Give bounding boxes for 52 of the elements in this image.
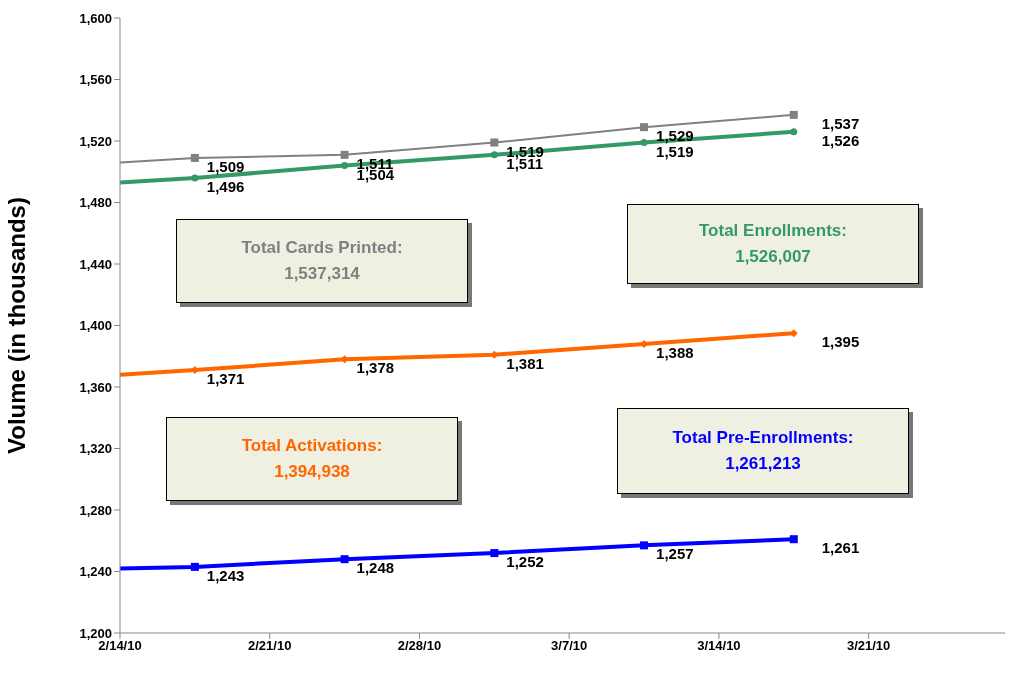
data-label: 1,378 xyxy=(356,359,395,377)
x-tick-label: 2/21/10 xyxy=(248,638,292,654)
point xyxy=(640,139,648,147)
y-tick-label: 1,240 xyxy=(79,564,112,580)
point xyxy=(341,162,349,170)
y-tick-label: 1,560 xyxy=(79,72,112,88)
point xyxy=(490,549,499,558)
y-tick-label: 1,200 xyxy=(79,625,112,641)
data-label: 1,252 xyxy=(506,553,544,571)
point xyxy=(490,138,499,147)
annotation: Total Pre-Enrollments: 1,261,213 xyxy=(672,427,854,475)
point xyxy=(789,535,798,544)
data-label: 1,395 xyxy=(821,333,860,351)
data-label: 1,248 xyxy=(356,559,395,577)
point xyxy=(640,123,649,132)
point xyxy=(190,562,199,571)
y-tick-label: 1,320 xyxy=(79,441,112,457)
x-tick-label: 3/14/10 xyxy=(697,638,741,654)
data-label: 1,388 xyxy=(656,343,694,361)
annotation: Total Enrollments: 1,526,007 xyxy=(699,220,847,268)
data-label: 1,511 xyxy=(356,154,394,172)
data-label: 1,509 xyxy=(206,157,245,175)
x-tick-label: 3/21/10 xyxy=(846,638,891,654)
data-label: 1,257 xyxy=(656,545,694,563)
y-tick-label: 1,480 xyxy=(79,195,112,211)
y-tick-label: 1,400 xyxy=(79,318,112,334)
data-label: 1,526 xyxy=(821,131,860,149)
x-tick-label: 2/28/10 xyxy=(397,638,442,654)
point xyxy=(340,555,349,564)
y-tick-label: 1,360 xyxy=(79,379,112,395)
y-tick-label: 1,440 xyxy=(79,256,112,272)
x-tick-label: 3/7/10 xyxy=(551,638,588,654)
point xyxy=(789,110,798,119)
point xyxy=(340,150,349,159)
data-label: 1,537 xyxy=(821,114,860,132)
y-axis-title: Volume (in thousands) xyxy=(2,197,30,454)
y-tick-label: 1,520 xyxy=(79,133,112,149)
data-label: 1,381 xyxy=(506,354,544,372)
point xyxy=(190,153,199,162)
point xyxy=(191,174,199,182)
data-label: 1,261 xyxy=(821,539,860,557)
y-tick-label: 1,600 xyxy=(79,10,112,26)
data-label: 1,243 xyxy=(206,566,245,584)
x-tick-label: 2/14/10 xyxy=(98,638,142,654)
y-tick-label: 1,280 xyxy=(79,502,112,518)
point xyxy=(790,128,798,136)
data-label: 1,496 xyxy=(206,177,245,195)
annotation: Total Activations: 1,394,938 xyxy=(241,435,383,483)
point xyxy=(490,151,498,159)
point xyxy=(640,541,649,550)
annotation: Total Cards Printed: 1,537,314 xyxy=(241,237,403,285)
data-label: 1,371 xyxy=(206,370,245,388)
